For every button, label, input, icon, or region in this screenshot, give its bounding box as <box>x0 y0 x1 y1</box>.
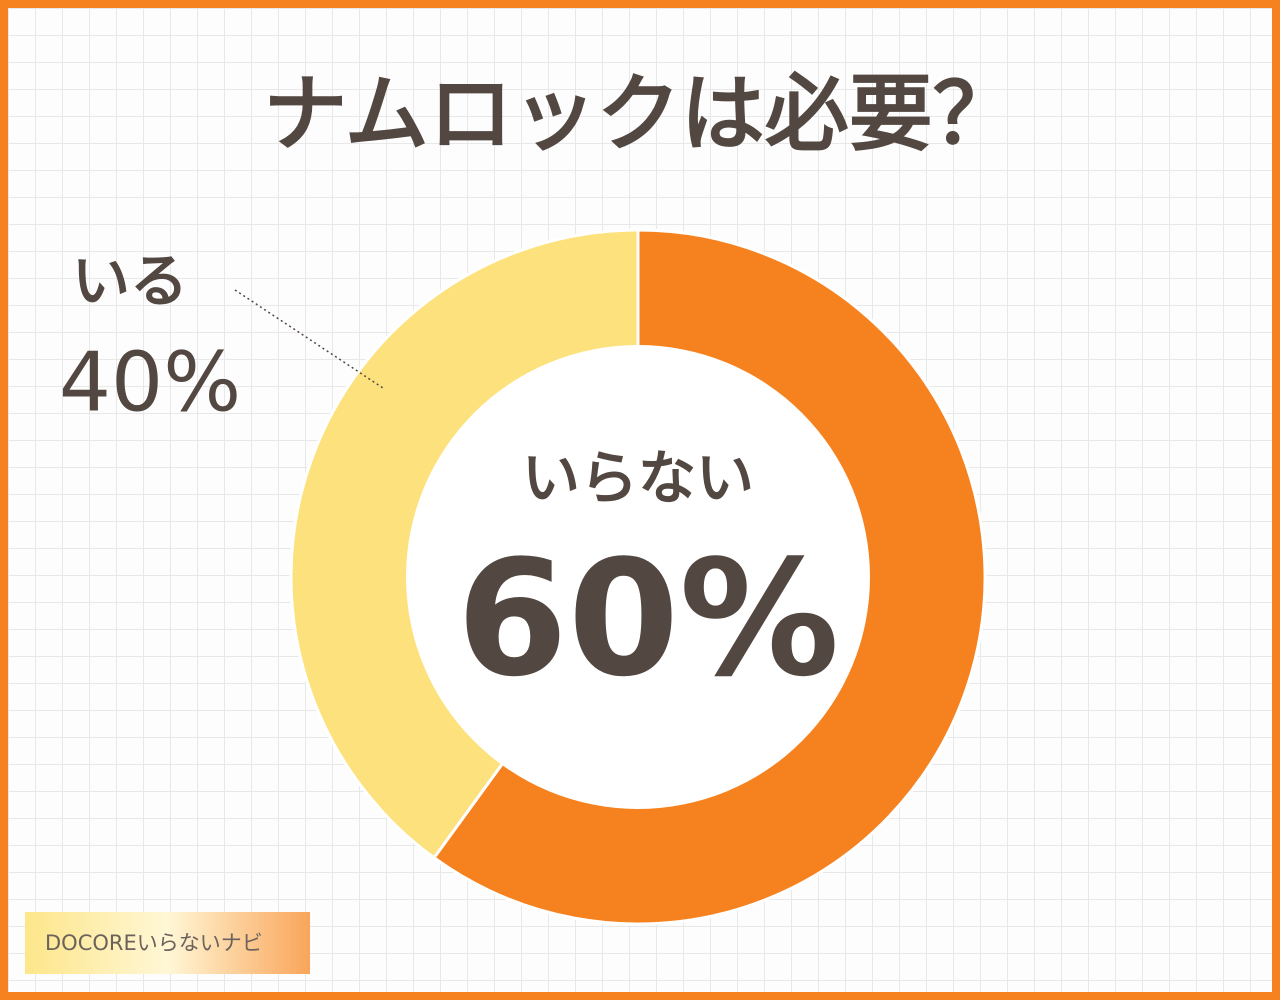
value-label: 60% <box>457 525 840 712</box>
category-label: いる <box>72 247 188 315</box>
chart-title: ナムロックは必要？ <box>263 65 1016 163</box>
category-label: いらない <box>522 444 754 512</box>
value-label: 40% <box>59 335 241 430</box>
donut-hole <box>406 345 870 809</box>
watermark: DOCOREいらないナビ <box>45 931 263 955</box>
leader-line <box>234 289 384 389</box>
watermark-bg <box>25 912 310 974</box>
